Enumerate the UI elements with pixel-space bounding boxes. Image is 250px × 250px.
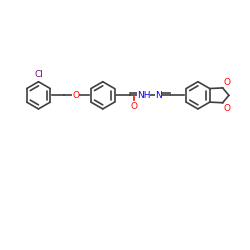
Text: O: O (131, 102, 138, 110)
Text: O: O (224, 104, 231, 113)
Text: NH: NH (137, 91, 150, 100)
Text: N: N (155, 91, 162, 100)
Text: O: O (224, 78, 231, 87)
Text: Cl: Cl (34, 70, 43, 79)
Text: O: O (72, 91, 79, 100)
